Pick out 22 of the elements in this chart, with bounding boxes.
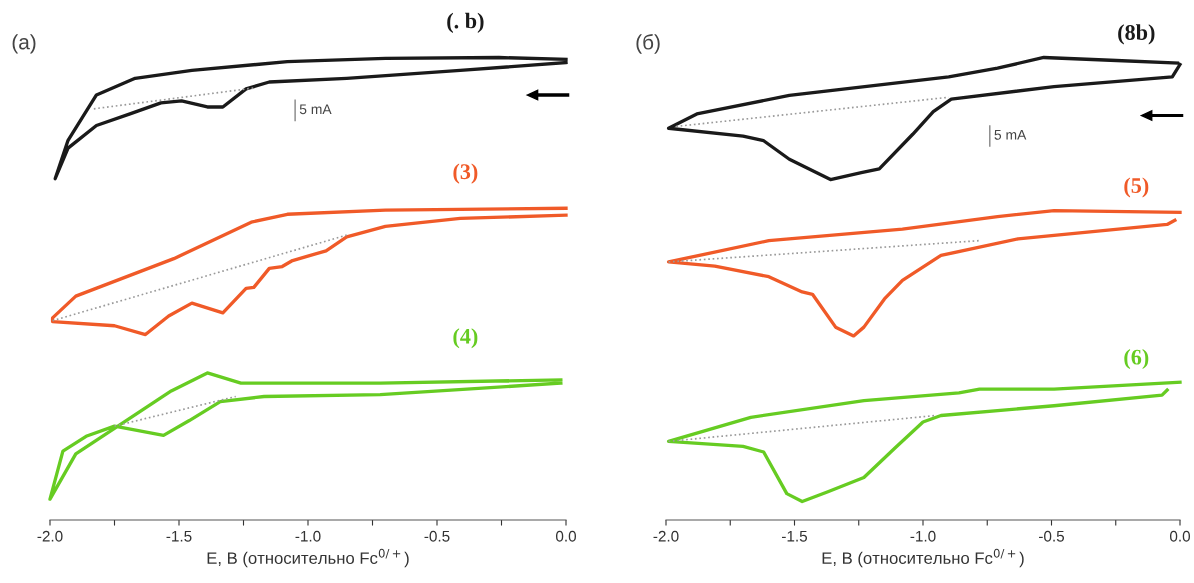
x-tick-label: -2.0 (37, 530, 63, 542)
x-axis-title: E, В (относительно Fc$^{0/+}$) (207, 548, 409, 568)
series-label: (3) (453, 163, 478, 184)
x-tick-label: -0.5 (424, 530, 450, 542)
x-axis-title: E, В (относительно Fc$^{0/+}$) (822, 548, 1024, 568)
x-tick-label: 0.0 (1169, 530, 1191, 542)
series-label: (8b) (1118, 24, 1155, 45)
x-tick-label: -0.5 (1039, 530, 1065, 542)
chart-title: (a) (12, 34, 36, 54)
x-tick-label: -1.0 (910, 530, 936, 542)
x-tick-label: 0.0 (555, 530, 577, 542)
annotation: 5 mA (299, 104, 332, 115)
chart-title: (б) (636, 34, 660, 54)
x-tick-label: -1.0 (295, 530, 321, 542)
annotation: 5 mA (994, 130, 1027, 140)
x-tick-label: -1.5 (782, 530, 808, 542)
x-tick-label: -1.5 (166, 530, 192, 542)
series-label: (6) (1124, 348, 1149, 370)
series-label: (4) (453, 328, 478, 349)
x-tick-label: -2.0 (653, 530, 679, 542)
series-label: (5) (1124, 177, 1149, 198)
series-label: (. b) (447, 12, 484, 33)
